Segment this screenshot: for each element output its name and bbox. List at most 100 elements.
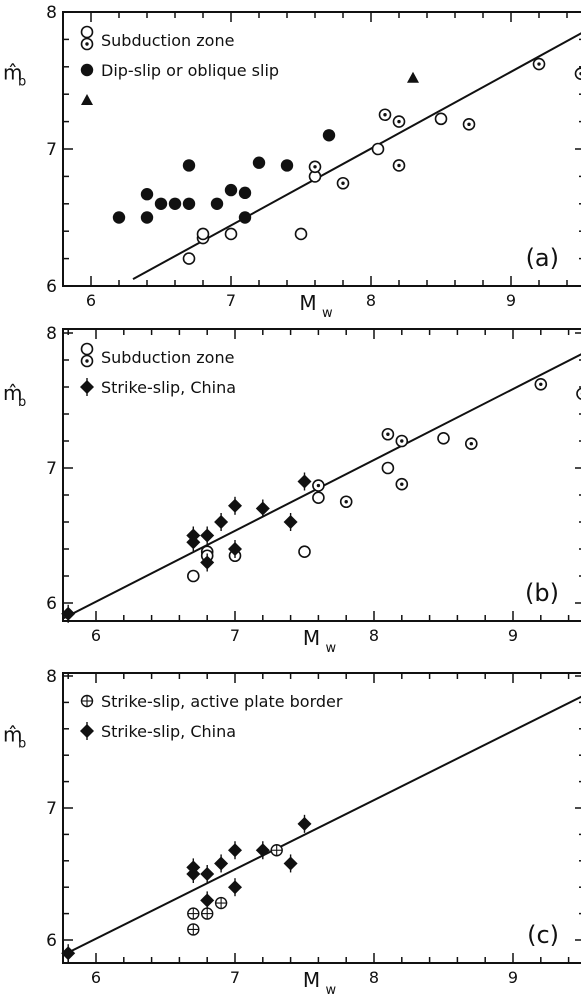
data-point-dotted-circle <box>378 108 392 122</box>
y-tick-label: 8 <box>46 3 57 23</box>
data-point-filled-diamond <box>200 891 215 910</box>
legend-label: Dip-slip or oblique slip <box>101 61 279 80</box>
y-tick-label: 8 <box>46 324 57 344</box>
data-point-filled-diamond <box>200 865 215 883</box>
panel-a: 6 7 8 9 6 7 8 M w m̂b Subduction zone Dip-slip or o… <box>3 3 581 321</box>
data-point-filled-circle <box>252 156 266 169</box>
data-point-open-circle <box>371 142 385 156</box>
data-point-filled-diamond <box>200 526 215 545</box>
data-point-filled-circle <box>182 197 196 210</box>
y-tick-label: 8 <box>46 667 57 687</box>
data-point-filled-diamond <box>228 496 242 515</box>
data-point-open-circle <box>434 112 448 126</box>
data-point-dotted-circle <box>308 160 322 174</box>
data-point-filled-diamond <box>228 878 242 897</box>
data-point-filled-diamond <box>255 841 270 860</box>
data-point-filled-circle <box>322 129 336 142</box>
panel-b: 6 7 8 9 6 7 8 M w m̂b Subduction zone Strike-slip, … <box>3 324 581 656</box>
data-point-dotted-circle <box>381 427 395 441</box>
data-point-filled-circle <box>112 211 126 224</box>
y-axis-label: m̂ <box>3 722 22 746</box>
legend-marker <box>80 354 94 368</box>
y-axis-label-subscript: b <box>18 736 26 751</box>
x-tick-label: 9 <box>508 968 518 987</box>
data-point-dotted-circle <box>312 479 325 492</box>
data-point-filled-diamond <box>255 499 270 518</box>
data-point-dotted-circle <box>464 437 478 451</box>
data-point-dotted-circle <box>574 67 581 80</box>
legend-label: Strike-slip, active plate border <box>101 692 343 711</box>
data-point-open-circle <box>298 545 311 559</box>
x-tick-label: 9 <box>508 626 518 645</box>
data-point-dotted-circle <box>534 377 548 391</box>
x-axis-label: M <box>303 626 320 650</box>
x-axis-label-subscript: w <box>325 641 336 656</box>
x-axis-label-subscript: w <box>322 306 333 321</box>
data-point-filled-diamond <box>283 854 298 873</box>
data-point-open-circle <box>312 491 325 505</box>
data-point-filled-diamond <box>228 841 242 860</box>
data-point-open-circle <box>437 431 450 445</box>
legend-marker <box>81 94 93 105</box>
data-point-filled-circle <box>210 197 224 210</box>
panel-label: (c) <box>527 921 559 949</box>
data-point-filled-circle <box>140 211 154 224</box>
y-tick-label: 6 <box>46 277 57 297</box>
x-tick-label: 6 <box>86 291 96 310</box>
data-point-dotted-circle <box>462 118 476 131</box>
data-point-filled-circle <box>280 159 294 172</box>
x-tick-label: 9 <box>506 291 516 310</box>
data-point-filled-diamond <box>200 553 215 572</box>
x-axis-label: M <box>299 291 316 315</box>
data-point-filled-circle <box>224 183 238 197</box>
x-axis-label: M <box>303 968 320 992</box>
data-point-filled-diamond <box>214 513 229 531</box>
panel-c: 6 7 8 9 6 7 8 M w m̂b Strike-slip, active plate bo… <box>3 667 581 998</box>
data-point-filled-circle <box>238 186 252 200</box>
data-point-open-circle <box>196 227 210 241</box>
legend-marker <box>80 722 94 740</box>
y-axis-label: m̂ <box>3 381 22 405</box>
x-tick-label: 7 <box>226 291 236 310</box>
data-point-dotted-circle <box>532 57 546 71</box>
data-point-open-circle <box>187 569 200 583</box>
y-tick-label: 6 <box>46 931 57 951</box>
x-tick-label: 8 <box>366 291 376 310</box>
data-point-filled-diamond <box>297 814 312 833</box>
data-point-filled-diamond <box>283 513 298 531</box>
legend-label: Strike-slip, China <box>101 378 236 397</box>
legend-label: Subduction zone <box>101 31 234 50</box>
data-point-open-circle <box>224 227 238 241</box>
data-point-filled-diamond <box>228 540 242 558</box>
x-tick-label: 8 <box>369 968 379 987</box>
data-point-filled-diamond <box>186 858 201 877</box>
data-point-open-circle <box>182 252 196 265</box>
data-point-filled-diamond <box>214 854 229 873</box>
legend-marker <box>80 694 94 708</box>
plot-frame <box>62 11 581 287</box>
x-axis-label-subscript: w <box>325 983 336 998</box>
plot-frame <box>62 328 581 622</box>
panel-label: (a) <box>526 244 559 272</box>
data-point-crossed-circle <box>187 923 200 936</box>
x-tick-label: 7 <box>230 626 240 645</box>
legend-marker <box>80 378 94 396</box>
data-point-filled-circle <box>140 188 154 201</box>
data-point-filled-circle <box>182 159 196 172</box>
fit-line <box>63 695 581 957</box>
fit-line <box>132 32 581 281</box>
y-tick-label: 6 <box>46 594 57 614</box>
data-point-dotted-circle <box>395 477 409 491</box>
data-point-filled-triangle <box>407 71 419 83</box>
legend-marker <box>80 37 94 51</box>
data-point-crossed-circle <box>187 907 200 920</box>
y-axis-label-subscript: b <box>18 75 26 90</box>
x-tick-label: 6 <box>91 968 101 987</box>
y-tick-label: 7 <box>46 799 57 819</box>
x-tick-label: 8 <box>369 626 379 645</box>
data-point-open-circle <box>294 227 308 241</box>
data-point-filled-circle <box>154 197 168 210</box>
data-point-filled-circle <box>238 211 252 224</box>
data-point-crossed-circle <box>270 844 283 857</box>
